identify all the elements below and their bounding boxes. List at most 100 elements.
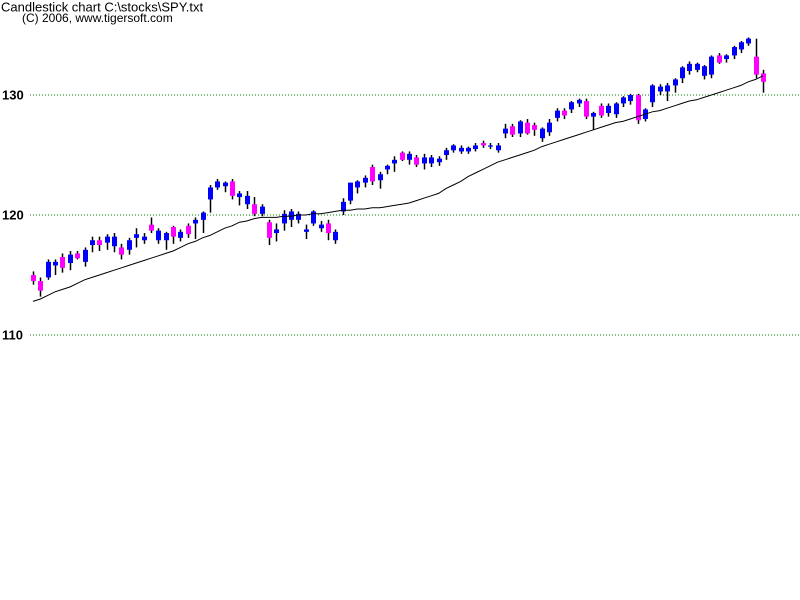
- candle-body: [547, 122, 552, 133]
- candle-body: [134, 234, 139, 238]
- candle-body: [562, 110, 567, 116]
- candle-body: [46, 261, 51, 278]
- candle-body: [680, 67, 685, 79]
- candle-body: [90, 240, 95, 246]
- candle-body: [201, 212, 206, 220]
- candle-body: [178, 231, 183, 238]
- candle-body: [555, 110, 560, 118]
- candle-body: [732, 47, 737, 56]
- candle-body: [709, 56, 714, 75]
- candle-body: [304, 229, 309, 232]
- candle-body: [127, 240, 132, 250]
- candle-body: [38, 281, 43, 291]
- candle-body: [97, 240, 102, 246]
- candle-body: [621, 97, 626, 104]
- candle-body: [695, 63, 700, 70]
- candle-body: [496, 145, 501, 151]
- candle-body: [112, 236, 117, 247]
- candle-body: [761, 73, 766, 82]
- candle-body: [724, 55, 729, 60]
- candle-body: [341, 201, 346, 212]
- candle-body: [437, 158, 442, 163]
- candle-body: [267, 222, 272, 238]
- candle-body: [451, 145, 456, 151]
- candle-body: [636, 95, 641, 121]
- candle-body: [606, 105, 611, 114]
- candle-body: [746, 38, 751, 44]
- candle-body: [400, 152, 405, 160]
- candle-body: [119, 247, 124, 255]
- candle-body: [614, 103, 619, 115]
- candle-body: [717, 55, 722, 63]
- candle-body: [105, 236, 110, 243]
- candle-body: [584, 101, 589, 117]
- candle-body: [739, 42, 744, 50]
- candle-body: [392, 159, 397, 164]
- y-tick-label: 130: [2, 87, 24, 102]
- candle-body: [687, 63, 692, 72]
- candle-body: [245, 195, 250, 205]
- candle-body: [333, 231, 338, 241]
- candle-body: [260, 206, 265, 214]
- candle-body: [444, 150, 449, 156]
- candle-body: [237, 193, 242, 198]
- candle-body: [142, 236, 147, 241]
- chart-subtitle: (C) 2006, www.tigersoft.com: [22, 11, 173, 25]
- candle-body: [156, 230, 161, 241]
- candle-body: [577, 99, 582, 104]
- candle-body: [754, 56, 759, 75]
- candle-body: [650, 85, 655, 103]
- candle-body: [230, 181, 235, 196]
- candle-body: [274, 229, 279, 234]
- candle-body: [252, 204, 257, 214]
- y-tick-label: 110: [2, 327, 23, 342]
- candle-body: [414, 157, 419, 165]
- candle-body: [422, 157, 427, 164]
- moving-average-line: [32, 75, 764, 302]
- candle-body: [171, 227, 176, 237]
- candle-body: [525, 122, 530, 134]
- candle-body: [658, 86, 663, 92]
- candle-body: [370, 167, 375, 182]
- candle-body: [599, 105, 604, 116]
- candle-body: [518, 121, 523, 134]
- candle-body: [385, 165, 390, 170]
- chart-title: Candlestick chart C:\stocks\SPY.txt: [1, 0, 203, 14]
- candle-body: [481, 143, 486, 146]
- candle-body: [510, 126, 515, 135]
- candle-body: [53, 261, 58, 266]
- candle-body: [532, 125, 537, 130]
- candle-body: [75, 253, 80, 259]
- candle-body: [466, 147, 471, 152]
- candle-body: [348, 182, 353, 201]
- candle-body: [673, 79, 678, 86]
- candle-body: [282, 213, 287, 224]
- candle-body: [296, 213, 301, 220]
- candle-body: [355, 181, 360, 188]
- candle-body: [186, 225, 191, 235]
- candle-body: [407, 153, 412, 160]
- candle-body: [223, 182, 228, 187]
- candle-body: [326, 223, 331, 234]
- candle-body: [488, 145, 493, 147]
- y-tick-label: 120: [2, 207, 24, 222]
- candle-body: [473, 145, 478, 150]
- candle-body: [31, 275, 36, 282]
- candle-body: [628, 95, 633, 102]
- candle-body: [208, 187, 213, 200]
- candle-body: [591, 113, 596, 117]
- candle-body: [215, 181, 220, 188]
- candle-body: [459, 147, 464, 152]
- candle-body: [429, 157, 434, 164]
- candle-body: [149, 224, 154, 231]
- candle-body: [540, 128, 545, 139]
- candle-body: [68, 254, 73, 264]
- candle-body: [503, 128, 508, 134]
- candle-body: [164, 233, 169, 241]
- candle-body: [378, 174, 383, 181]
- candle-body: [569, 102, 574, 110]
- candle-body: [363, 177, 368, 183]
- candle-body: [193, 219, 198, 224]
